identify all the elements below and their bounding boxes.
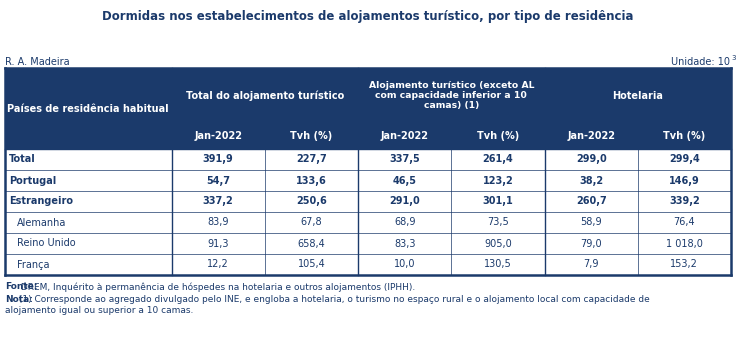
Text: Total do alojamento turístico: Total do alojamento turístico (185, 90, 344, 101)
Text: R. A. Madeira: R. A. Madeira (5, 57, 70, 67)
Text: Jan-2022: Jan-2022 (381, 131, 428, 141)
Text: 250,6: 250,6 (296, 197, 327, 206)
Text: 337,5: 337,5 (389, 154, 420, 165)
Text: Alojamento turístico (exceto AL
com capacidade inferior a 10
camas) (1): Alojamento turístico (exceto AL com capa… (369, 81, 534, 110)
Text: 227,7: 227,7 (296, 154, 327, 165)
Text: 73,5: 73,5 (487, 217, 509, 227)
Text: 105,4: 105,4 (297, 260, 325, 270)
Text: 133,6: 133,6 (296, 176, 327, 186)
Text: 301,1: 301,1 (483, 197, 513, 206)
Text: 10,0: 10,0 (394, 260, 415, 270)
Text: Estrangeiro: Estrangeiro (9, 197, 73, 206)
Text: alojamento igual ou superior a 10 camas.: alojamento igual ou superior a 10 camas. (5, 306, 194, 315)
Text: 260,7: 260,7 (576, 197, 606, 206)
Text: 12,2: 12,2 (208, 260, 229, 270)
Text: 153,2: 153,2 (670, 260, 698, 270)
Text: Alemanha: Alemanha (17, 217, 66, 227)
Text: Tvh (%): Tvh (%) (290, 131, 333, 141)
Text: Unidade: 10: Unidade: 10 (671, 57, 730, 67)
Text: (1) Corresponde ao agregado divulgado pelo INE, e engloba a hotelaria, o turismo: (1) Corresponde ao agregado divulgado pe… (16, 295, 650, 304)
Text: Portugal: Portugal (9, 176, 56, 186)
Text: 7,9: 7,9 (584, 260, 599, 270)
Text: Hotelaria: Hotelaria (612, 91, 663, 100)
Text: Total: Total (9, 154, 36, 165)
Text: Jan-2022: Jan-2022 (567, 131, 615, 141)
Text: 146,9: 146,9 (669, 176, 700, 186)
Text: Nota:: Nota: (5, 295, 33, 304)
Text: 130,5: 130,5 (484, 260, 512, 270)
Text: 261,4: 261,4 (483, 154, 513, 165)
Text: Jan-2022: Jan-2022 (194, 131, 242, 141)
Text: 76,4: 76,4 (673, 217, 696, 227)
Text: Países de residência habitual: Países de residência habitual (7, 104, 169, 114)
Text: França: França (17, 260, 49, 270)
Text: Dormidas nos estabelecimentos de alojamentos turístico, por tipo de residência: Dormidas nos estabelecimentos de alojame… (102, 10, 634, 23)
Text: Tvh (%): Tvh (%) (477, 131, 519, 141)
Text: 83,3: 83,3 (394, 238, 415, 248)
Text: 46,5: 46,5 (392, 176, 417, 186)
Text: 1 018,0: 1 018,0 (666, 238, 703, 248)
Text: 91,3: 91,3 (208, 238, 229, 248)
Text: Tvh (%): Tvh (%) (663, 131, 706, 141)
Text: 3: 3 (731, 55, 735, 61)
Text: 391,9: 391,9 (202, 154, 233, 165)
Text: 58,9: 58,9 (580, 217, 602, 227)
Text: 68,9: 68,9 (394, 217, 415, 227)
Text: 299,0: 299,0 (576, 154, 606, 165)
Text: Fonte:: Fonte: (5, 282, 38, 291)
Text: 337,2: 337,2 (202, 197, 233, 206)
Text: DREM, Inquérito à permanência de hóspedes na hotelaria e outros alojamentos (IPH: DREM, Inquérito à permanência de hóspede… (18, 282, 415, 292)
Text: 339,2: 339,2 (669, 197, 700, 206)
Text: 905,0: 905,0 (484, 238, 512, 248)
Text: 123,2: 123,2 (483, 176, 513, 186)
Text: 79,0: 79,0 (580, 238, 602, 248)
Text: 83,9: 83,9 (208, 217, 229, 227)
Text: 291,0: 291,0 (389, 197, 420, 206)
Text: 658,4: 658,4 (297, 238, 325, 248)
Text: 67,8: 67,8 (300, 217, 322, 227)
Text: 54,7: 54,7 (206, 176, 230, 186)
Text: 38,2: 38,2 (579, 176, 604, 186)
Text: Reino Unido: Reino Unido (17, 238, 76, 248)
Text: 299,4: 299,4 (669, 154, 700, 165)
